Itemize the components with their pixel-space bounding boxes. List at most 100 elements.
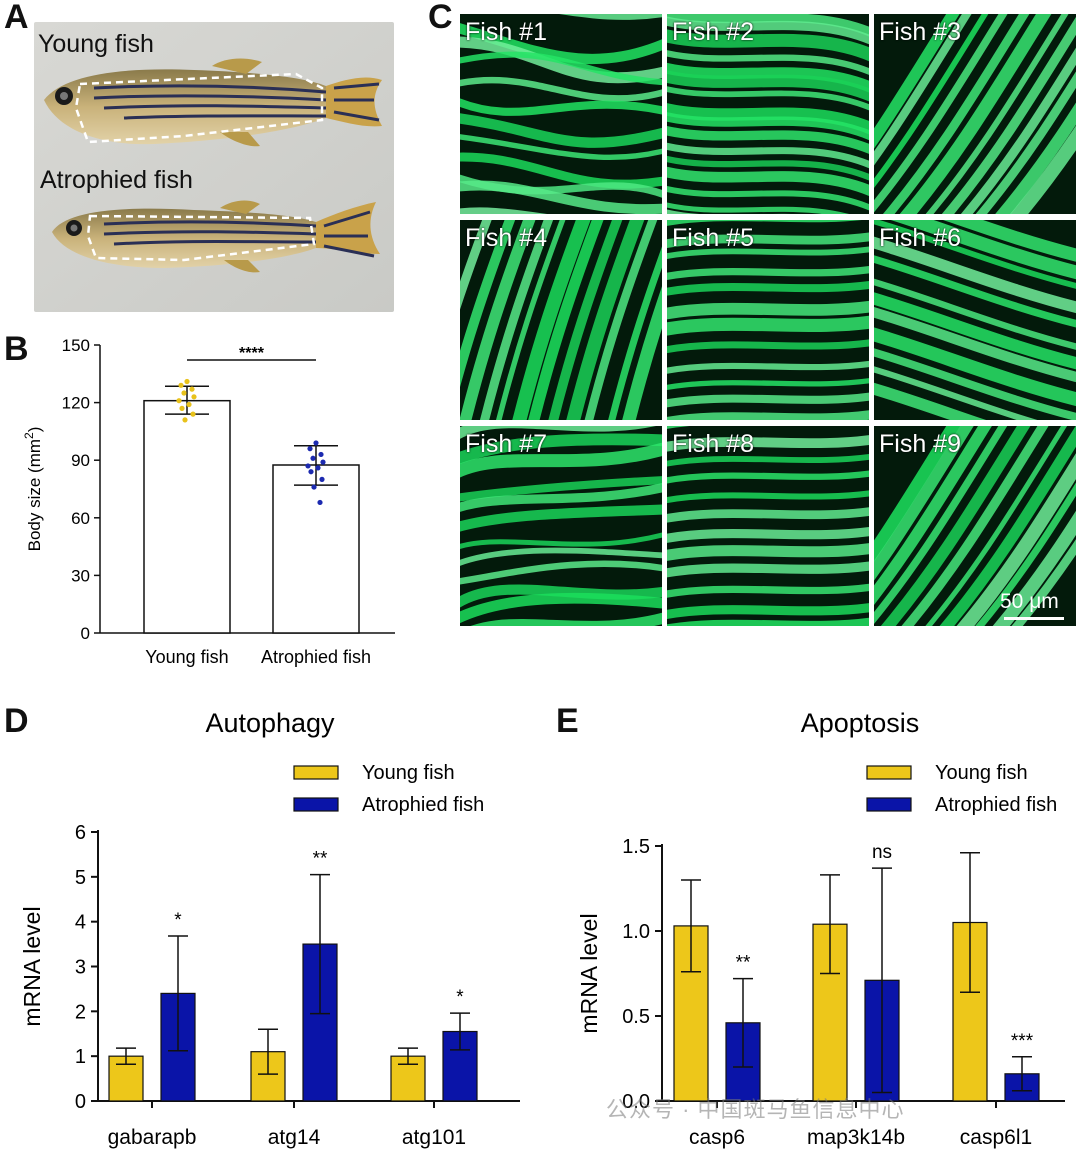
muscle-fiber	[874, 382, 987, 420]
y-tick-label: 0	[81, 624, 90, 643]
chart-title: Apoptosis	[801, 708, 920, 738]
muscle-fiber	[512, 220, 591, 420]
tile-label: Fish #2	[672, 18, 754, 46]
muscle-fiber	[460, 207, 548, 214]
significance-label: ns	[872, 842, 892, 863]
muscle-fiber	[479, 220, 554, 420]
significance-label: ****	[239, 345, 265, 362]
data-point	[178, 382, 184, 388]
muscle-fiber	[667, 70, 869, 102]
muscle-fiber	[548, 220, 623, 420]
muscle-fiber	[941, 16, 1076, 214]
tile-label: Fish #5	[672, 224, 754, 252]
y-tick-label: 1.5	[622, 836, 650, 858]
muscle-fiber	[622, 286, 662, 420]
muscle-fiber	[874, 255, 1076, 328]
y-tick-label: 150	[62, 336, 90, 355]
tile-label: Fish #4	[465, 224, 547, 252]
y-tick-label: 5	[75, 867, 86, 889]
muscle-fiber	[470, 612, 662, 626]
data-point	[179, 405, 185, 411]
muscle-fiber	[667, 392, 869, 408]
data-point	[319, 476, 325, 482]
autophagy-chart: Autophagy Young fish Atrophied fish 0 1 2 3 4 5 6…	[19, 708, 520, 1149]
data-point	[184, 378, 190, 385]
muscle-fiber	[874, 14, 989, 189]
legend-label: Young fish	[935, 762, 1028, 784]
y-axis-label: mRNA level	[576, 913, 602, 1033]
muscle-fiber	[608, 246, 662, 420]
data-point	[186, 401, 192, 408]
y-tick-label: 90	[71, 451, 90, 470]
muscle-fiber	[460, 180, 662, 214]
muscle-fiber	[460, 426, 656, 440]
panel-letter-a: A	[4, 0, 29, 36]
muscle-fiber	[667, 360, 869, 374]
muscle-fiber	[460, 532, 662, 549]
y-tick-label: 1.0	[622, 921, 650, 943]
muscle-fiber	[995, 102, 1076, 214]
muscle-fiber	[939, 426, 1076, 626]
x-tick-label: casp6l1	[960, 1126, 1032, 1149]
muscle-fiber	[901, 426, 1049, 626]
muscle-fiber	[925, 426, 1068, 626]
bar	[143, 399, 231, 634]
muscle-fiber	[667, 185, 869, 211]
x-tick-label: Young fish	[145, 647, 228, 667]
microscopy-tile: Fish #9 50 μm	[874, 426, 1076, 626]
muscle-fiber	[460, 220, 492, 310]
microscopy-tile: Fish #2	[667, 14, 869, 214]
muscle-fiber	[874, 348, 1076, 420]
muscle-fiber	[667, 315, 869, 336]
microscopy-tile: Fish #5	[667, 220, 869, 420]
chart-title: Autophagy	[205, 708, 335, 738]
muscle-fiber	[667, 470, 869, 484]
muscle-fiber	[890, 220, 1076, 280]
muscle-fiber	[667, 507, 869, 523]
scale-bar-label: 50 μm	[1000, 590, 1059, 613]
muscle-fiber	[874, 426, 992, 605]
muscle-fiber	[460, 592, 662, 624]
muscle-fiber	[667, 155, 869, 181]
muscle-fiber	[874, 236, 1076, 314]
muscle-fiber	[496, 220, 566, 420]
legend-label: Young fish	[362, 762, 455, 784]
muscle-fiber	[460, 98, 662, 116]
fluorescence-image	[874, 14, 1076, 214]
muscle-fiber	[460, 442, 662, 478]
muscle-fiber	[1010, 125, 1076, 214]
muscle-fiber	[667, 603, 869, 620]
data-point	[189, 386, 195, 392]
legend-swatch	[293, 797, 339, 812]
muscle-fiber	[667, 378, 869, 391]
muscle-fiber	[880, 426, 1031, 626]
fluorescence-image	[874, 426, 1076, 626]
y-tick-label: 3	[75, 957, 86, 979]
legend-label: Atrophied fish	[362, 794, 484, 816]
data-point	[181, 390, 187, 396]
muscle-fiber	[528, 220, 604, 420]
data-point	[313, 440, 319, 446]
y-tick-label: 2	[75, 1001, 86, 1023]
panel-letter-b: B	[4, 330, 29, 368]
microscopy-tile: Fish #4	[460, 220, 662, 420]
y-tick-label: 6	[75, 822, 86, 844]
muscle-fiber	[667, 232, 869, 249]
muscle-fiber	[667, 265, 869, 281]
muscle-fiber	[667, 300, 869, 320]
muscle-fiber	[460, 220, 536, 420]
muscle-fiber	[667, 16, 869, 45]
significance-label: *	[174, 910, 182, 931]
y-tick-label: 0.0	[622, 1091, 650, 1113]
muscle-fiber	[975, 71, 1076, 214]
muscle-fiber	[992, 510, 1076, 626]
x-tick-label: casp6	[689, 1126, 745, 1149]
muscle-fiber	[667, 339, 869, 354]
muscle-fiber	[667, 29, 869, 62]
muscle-fiber	[667, 280, 869, 296]
y-tick-label: 0	[75, 1091, 86, 1113]
legend-swatch	[293, 765, 339, 780]
fluorescence-image	[460, 426, 662, 626]
muscle-fiber	[460, 113, 662, 148]
muscle-fiber	[667, 617, 869, 626]
